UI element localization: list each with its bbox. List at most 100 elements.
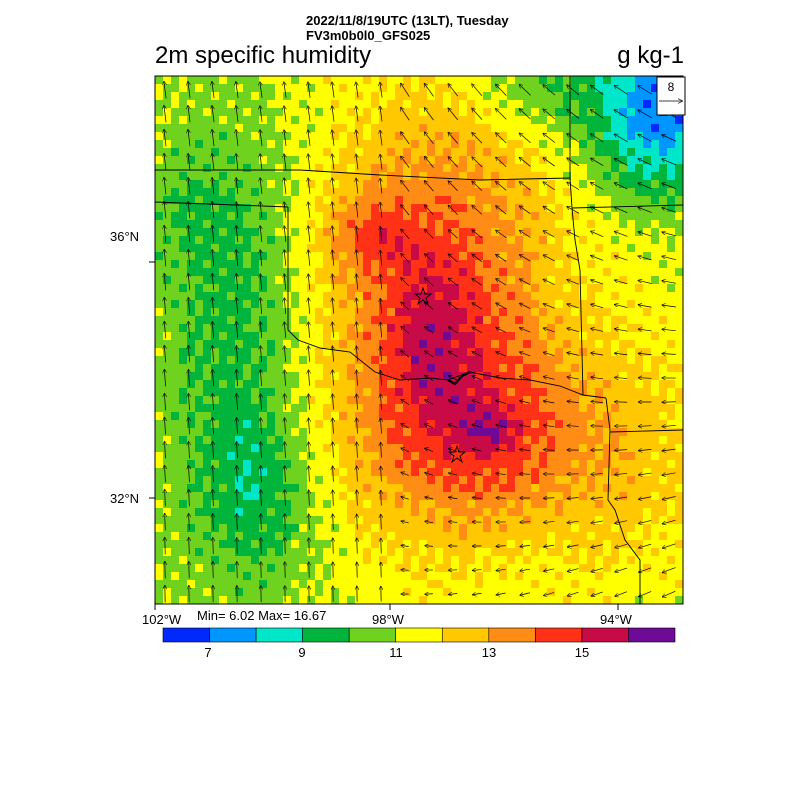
wind-arrow bbox=[285, 466, 286, 482]
lon-label-94: 94°W bbox=[600, 612, 632, 627]
wind-arrow bbox=[164, 370, 165, 387]
wind-arrow bbox=[260, 370, 261, 387]
wind-arrow bbox=[188, 82, 190, 99]
wind-arrow bbox=[662, 232, 677, 237]
wind-arrow bbox=[308, 226, 310, 242]
wind-arrow bbox=[448, 84, 459, 97]
wind-arrow bbox=[236, 298, 237, 315]
wind-arrow bbox=[260, 322, 261, 339]
wind-arrow bbox=[380, 202, 382, 218]
wind-arrow bbox=[356, 82, 358, 98]
wind-arrow bbox=[309, 490, 310, 506]
wind-arrow bbox=[639, 426, 652, 427]
wind-arrow bbox=[332, 226, 334, 242]
wind-arrow bbox=[662, 159, 677, 166]
wind-arrow bbox=[472, 327, 482, 334]
wind-arrow bbox=[615, 544, 628, 547]
wind-arrow bbox=[212, 322, 213, 339]
wind-arrow bbox=[401, 278, 410, 287]
wind-arrow bbox=[285, 490, 286, 506]
wind-arrow bbox=[496, 449, 506, 451]
wind-arrow bbox=[424, 84, 434, 97]
wind-arrow bbox=[496, 473, 506, 474]
wind-arrow bbox=[308, 370, 309, 386]
wind-arrow bbox=[449, 497, 458, 499]
wind-arrow bbox=[236, 154, 238, 171]
wind-arrow bbox=[591, 353, 604, 355]
wind-arrow bbox=[662, 402, 676, 403]
wind-arrow bbox=[615, 473, 628, 474]
wind-arrow bbox=[308, 82, 310, 98]
wind-arrow bbox=[448, 157, 458, 168]
wind-arrow bbox=[448, 278, 458, 286]
wind-arrow bbox=[381, 418, 382, 434]
wind-arrow bbox=[543, 158, 555, 167]
wind-arrow bbox=[332, 274, 333, 290]
wind-arrow bbox=[236, 106, 238, 123]
wind-arrow bbox=[638, 256, 652, 261]
wind-arrow bbox=[308, 298, 309, 314]
wind-arrow bbox=[614, 159, 628, 166]
wind-arrow bbox=[472, 108, 483, 120]
colorbar-label-7: 7 bbox=[204, 645, 212, 660]
wind-arrow bbox=[567, 426, 579, 427]
wind-arrow bbox=[189, 466, 190, 483]
wind-arrow bbox=[591, 183, 604, 190]
reference-vector-box: 8 bbox=[656, 76, 686, 116]
wind-arrow bbox=[520, 255, 531, 262]
wind-arrow bbox=[544, 569, 555, 571]
wind-arrow bbox=[308, 178, 310, 194]
wind-arrow bbox=[425, 278, 434, 287]
wind-arrow bbox=[520, 328, 531, 333]
wind-arrow bbox=[401, 205, 410, 216]
wind-arrow bbox=[332, 346, 333, 362]
wind-arrow bbox=[639, 496, 652, 500]
wind-arrow bbox=[567, 497, 579, 498]
wind-arrow bbox=[401, 156, 410, 168]
wind-arrow bbox=[567, 158, 580, 167]
wind-arrow bbox=[472, 181, 483, 191]
wind-arrow bbox=[496, 352, 507, 357]
wind-arrow bbox=[615, 402, 628, 403]
wind-arrow bbox=[260, 274, 261, 291]
wind-arrow bbox=[401, 254, 410, 263]
wind-arrow bbox=[284, 178, 286, 194]
wind-arrow bbox=[615, 304, 628, 308]
wind-arrow bbox=[591, 544, 603, 548]
min-max-stats: Min= 6.02 Max= 16.67 bbox=[197, 608, 327, 623]
wind-arrow bbox=[544, 401, 555, 403]
wind-arrow bbox=[380, 394, 381, 410]
wind-arrow bbox=[356, 346, 357, 362]
wind-arrow bbox=[236, 346, 237, 363]
wind-arrow bbox=[638, 86, 653, 95]
wind-arrow bbox=[284, 250, 286, 266]
wind-arrow bbox=[615, 280, 628, 285]
wind-arrow bbox=[662, 305, 676, 307]
wind-arrow bbox=[449, 522, 458, 523]
colorbar-swatch bbox=[162, 627, 210, 643]
wind-arrow bbox=[615, 497, 628, 499]
wind-arrow bbox=[212, 82, 214, 99]
wind-arrow bbox=[188, 202, 190, 219]
wind-arrow bbox=[544, 425, 555, 426]
wind-arrow bbox=[425, 497, 434, 499]
wind-arrow bbox=[638, 159, 652, 166]
wind-arrow bbox=[425, 594, 433, 595]
wind-arrow bbox=[519, 85, 531, 96]
wind-arrow bbox=[496, 206, 507, 215]
wind-arrow bbox=[381, 442, 382, 458]
wind-arrow bbox=[333, 442, 334, 458]
wind-arrow bbox=[496, 279, 507, 286]
wind-arrow bbox=[213, 490, 214, 507]
wind-arrow bbox=[662, 543, 676, 548]
wind-arrow bbox=[213, 442, 214, 459]
wind-arrow bbox=[567, 401, 579, 403]
wind-arrow bbox=[356, 274, 357, 290]
wind-arrow bbox=[236, 130, 238, 147]
wind-arrow bbox=[260, 250, 262, 267]
wind-arrow bbox=[425, 205, 434, 216]
wind-arrow bbox=[543, 109, 556, 120]
wind-arrow bbox=[425, 157, 434, 168]
wind-arrow bbox=[591, 377, 604, 379]
wind-arrow bbox=[520, 449, 531, 450]
